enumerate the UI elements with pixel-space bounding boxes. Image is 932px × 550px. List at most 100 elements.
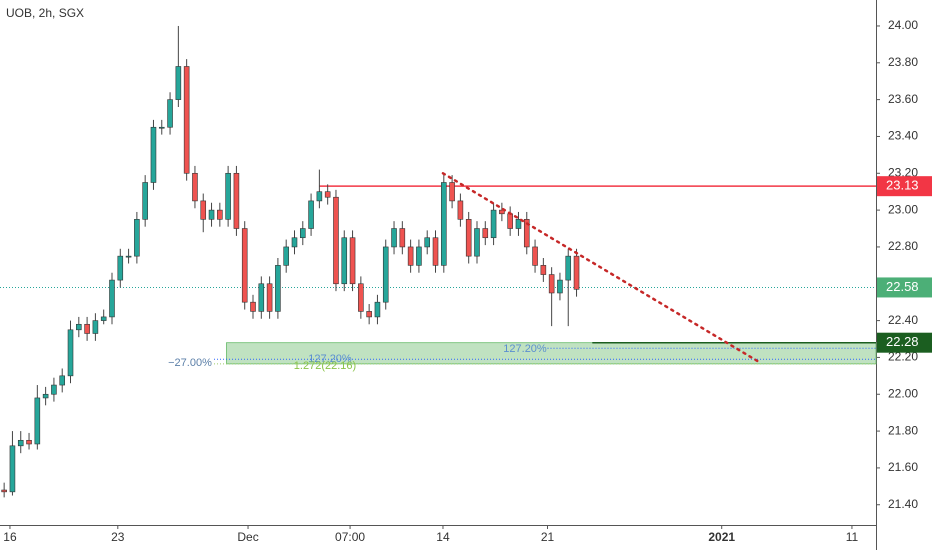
candle-body xyxy=(299,228,306,239)
x-tick-label: 16 xyxy=(3,530,17,544)
candle-body xyxy=(233,172,240,229)
candle-body xyxy=(225,172,231,220)
price-label: 22.58 xyxy=(886,279,919,294)
y-tick-label: 22.20 xyxy=(888,350,918,364)
candle-body xyxy=(9,445,16,493)
candle-body xyxy=(507,213,513,229)
candle-body xyxy=(192,172,198,202)
candle-body xyxy=(565,255,572,281)
y-tick-label: 22.00 xyxy=(888,386,918,400)
y-tick-label: 22.80 xyxy=(888,239,918,253)
candle-body xyxy=(523,219,530,248)
x-tick-label: 23 xyxy=(111,530,125,544)
y-tick-label: 21.60 xyxy=(888,460,918,474)
candle-body xyxy=(275,265,281,312)
candle-body xyxy=(482,228,489,239)
candle-body xyxy=(100,316,107,321)
y-tick-label: 23.60 xyxy=(888,92,918,106)
candle-body xyxy=(59,375,66,386)
annotation: 127.20% xyxy=(503,343,547,355)
candle-body xyxy=(175,66,182,100)
candle-body xyxy=(399,228,406,248)
candle-body xyxy=(374,301,381,318)
candle-body xyxy=(183,66,190,174)
candle-body xyxy=(84,323,90,334)
candle-body xyxy=(17,439,24,447)
y-tick-label: 23.20 xyxy=(888,165,918,179)
candle-body xyxy=(449,182,455,202)
candle-body xyxy=(258,283,265,312)
price-label-bg xyxy=(877,176,932,197)
candle-body xyxy=(557,279,563,294)
candle-body xyxy=(208,209,215,220)
candle-body xyxy=(117,255,124,281)
candle-body xyxy=(1,489,7,493)
annotation: 1.272(22.16) xyxy=(294,360,356,372)
candle-body xyxy=(142,182,148,220)
candle-body xyxy=(341,237,348,285)
candle-body xyxy=(499,209,505,215)
candle-body xyxy=(266,283,273,312)
candle-body xyxy=(250,301,256,312)
candle-body xyxy=(540,265,547,275)
chart-title: UOB, 2h, SGX xyxy=(6,6,84,20)
candle-body xyxy=(76,323,82,331)
trendline xyxy=(441,172,762,365)
annotation: 127.20% xyxy=(308,353,352,365)
candle-body xyxy=(441,182,447,266)
x-tick-label: 07:00 xyxy=(335,530,365,544)
candle-body xyxy=(432,237,439,266)
candle-body xyxy=(465,219,472,257)
candle-body xyxy=(283,246,289,266)
candle-body xyxy=(42,393,49,399)
candle-body xyxy=(109,279,115,318)
y-tick-label: 22.40 xyxy=(888,313,918,327)
price-label: 22.28 xyxy=(886,334,919,349)
candle-body xyxy=(474,228,480,257)
y-tick-label: 23.40 xyxy=(888,129,918,143)
candle-body xyxy=(349,237,356,285)
x-tick-label: 14 xyxy=(436,530,450,544)
candle-body xyxy=(241,228,248,303)
price-label: 23.13 xyxy=(886,178,919,193)
candle-body xyxy=(333,196,339,285)
candle-body xyxy=(51,384,57,395)
candle-body xyxy=(358,283,364,312)
candle-body xyxy=(200,200,207,220)
y-tick-label: 21.40 xyxy=(888,497,918,511)
x-tick-label: 21 xyxy=(541,530,555,544)
candle-body xyxy=(515,219,522,229)
y-tick-label: 23.80 xyxy=(888,55,918,69)
candle-body xyxy=(316,191,323,202)
candle-body xyxy=(382,246,389,303)
candle-body xyxy=(34,397,41,445)
candle-body xyxy=(457,200,464,220)
candle-body xyxy=(158,126,165,129)
candle-body xyxy=(424,237,431,248)
y-tick-label: 24.00 xyxy=(888,18,918,32)
candle-body xyxy=(217,209,223,220)
candle-body xyxy=(26,439,32,445)
x-tick-label: Dec xyxy=(237,530,258,544)
candle-body xyxy=(532,246,538,266)
price-label-bg xyxy=(877,332,932,353)
candle-body xyxy=(324,191,331,198)
fib-zone xyxy=(226,342,877,365)
candle-body xyxy=(125,255,132,258)
price-label-bg xyxy=(877,277,932,298)
candle-body xyxy=(407,246,414,266)
candle-body xyxy=(573,255,580,290)
candle-body xyxy=(416,246,422,266)
candle-body xyxy=(548,274,555,294)
y-tick-label: 23.00 xyxy=(888,202,918,216)
candle-body xyxy=(291,237,298,248)
candle-body xyxy=(92,320,99,334)
candle-body xyxy=(391,228,397,248)
annotation: −27.00% xyxy=(168,357,212,369)
candle-body xyxy=(308,200,314,229)
candle-body xyxy=(490,209,497,239)
x-tick-label: 11 xyxy=(846,530,859,544)
candle-body xyxy=(67,329,74,377)
